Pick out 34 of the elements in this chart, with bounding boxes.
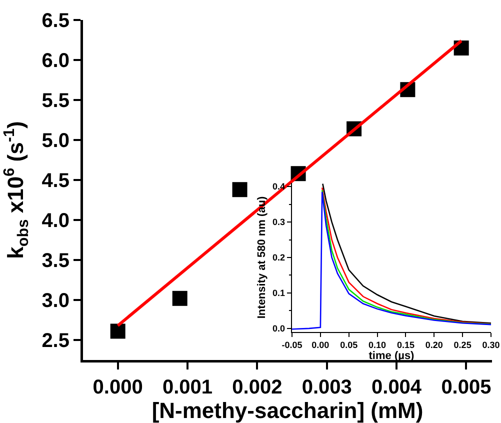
x-tick-label: 0.000 (92, 376, 143, 398)
x-axis-title: [N-methy-saccharin] (mM) (152, 398, 424, 423)
y-tick-label: 6.5 (42, 10, 70, 32)
x-tick-label: 0.30 (482, 340, 500, 350)
x-tick-label: 0.10 (368, 340, 386, 350)
x-tick-label: 0.004 (372, 376, 422, 398)
x-tick-label: 0.15 (396, 340, 414, 350)
x-tick-label: 0.05 (340, 340, 358, 350)
x-tick-label: 0.00 (312, 340, 330, 350)
y-tick-label: 0.0 (272, 324, 285, 334)
line-series (292, 191, 491, 330)
y-tick-label: 3.0 (42, 290, 70, 312)
x-tick-label: 0.005 (441, 376, 492, 398)
point (110, 324, 126, 339)
y-tick-label: 0.4 (272, 182, 285, 192)
y-tick-label: 5.5 (42, 90, 70, 112)
y-tick-label: 3.5 (42, 250, 70, 272)
x-tick-label: 0.002 (232, 376, 282, 398)
y-axis-title: Intensity at 580 nm (au) (256, 196, 268, 319)
point (172, 290, 188, 306)
y-tick-label: 0.3 (272, 217, 285, 228)
x-tick-label: -0.05 (282, 340, 302, 350)
x-tick-label: 0.003 (302, 376, 352, 398)
x-tick-label: 0.25 (454, 340, 472, 350)
y-tick-label: 0.2 (272, 252, 285, 263)
x-tick-label: 0.20 (425, 340, 443, 350)
y-tick-label: 5.0 (42, 130, 70, 152)
y-tick-label: 2.5 (42, 330, 70, 352)
y-tick-label: 4.0 (42, 210, 70, 232)
y-tick-label: 6.0 (42, 50, 70, 72)
y-tick-label: 0.1 (272, 288, 285, 298)
point (232, 182, 248, 198)
x-tick-label: 0.001 (162, 376, 213, 398)
y-tick-label: 4.5 (42, 170, 70, 192)
